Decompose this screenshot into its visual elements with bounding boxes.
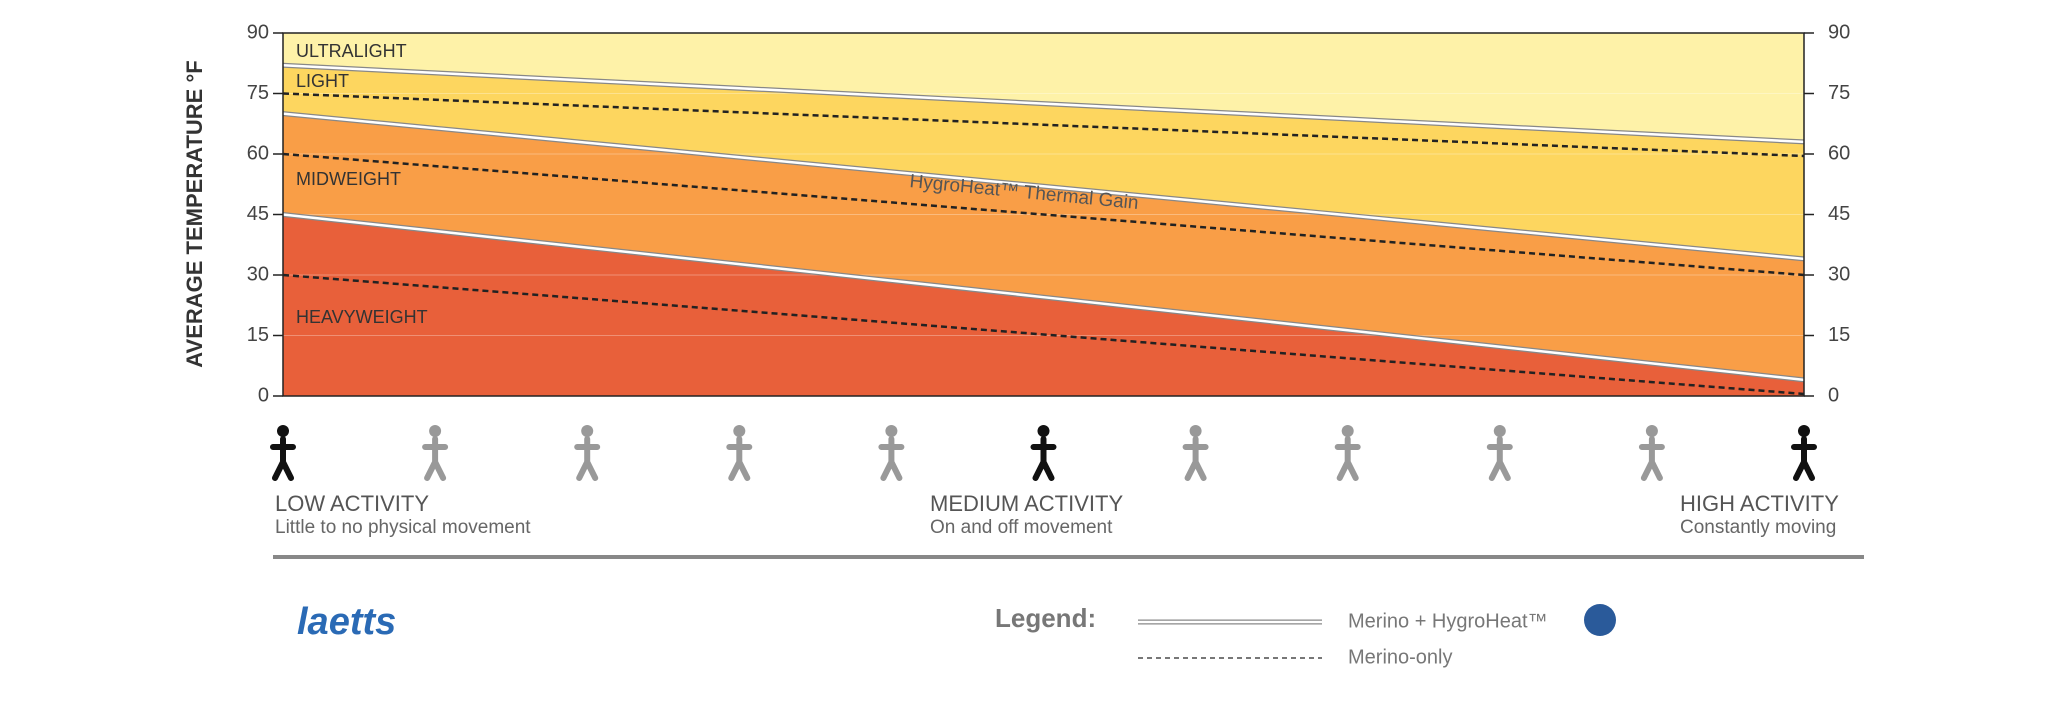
icon-body	[1182, 436, 1209, 481]
dashed-line	[282, 273, 1805, 396]
icon-body	[1486, 436, 1513, 481]
y2-tick-label: 15	[1828, 324, 1850, 346]
dashed-line	[282, 92, 1805, 158]
y-tick-label: 0	[258, 384, 269, 406]
legend-label: Merino + HygroHeat™	[1348, 610, 1548, 632]
band-label: ULTRALIGHT	[296, 41, 407, 61]
icon-head	[733, 425, 746, 437]
y-axis-label: AVERAGE TEMPERATURE °F	[182, 60, 207, 367]
double-line-inner	[282, 112, 1805, 261]
icon-head	[1493, 425, 1506, 437]
band-label: LIGHT	[296, 71, 349, 91]
y-tick-label: 15	[247, 324, 269, 346]
dashed-line	[282, 152, 1805, 277]
activity-title: LOW ACTIVITY	[275, 491, 429, 516]
y2-tick-label: 90	[1828, 21, 1850, 43]
band-label: HEAVYWEIGHT	[296, 307, 428, 327]
activity-subtitle: Little to no physical movement	[275, 517, 531, 538]
icon-head	[277, 425, 289, 437]
y2-tick-label: 30	[1828, 263, 1850, 285]
activity-icon	[1182, 425, 1209, 481]
band-fill	[283, 214, 1804, 396]
activity-icon	[1334, 425, 1361, 481]
hygroheat-icon	[1584, 604, 1616, 636]
band-label: MIDWEIGHT	[296, 169, 401, 189]
y2-tick-label: 45	[1828, 203, 1850, 225]
y-tick-label: 90	[247, 21, 269, 43]
activity-icon	[1791, 425, 1817, 481]
activity-title: HIGH ACTIVITY	[1680, 491, 1839, 516]
icon-body	[270, 436, 296, 481]
y2-tick-label: 60	[1828, 142, 1850, 164]
band-fill	[283, 113, 1804, 380]
icon-head	[581, 425, 594, 437]
y2-tick-label: 75	[1828, 82, 1850, 104]
icon-head	[429, 425, 442, 437]
legend-title: Legend:	[995, 603, 1096, 633]
y2-tick-label: 0	[1828, 384, 1839, 406]
y-tick-label: 60	[247, 142, 269, 164]
icon-body	[1030, 436, 1057, 481]
icon-body	[422, 436, 449, 481]
logo: laetts	[297, 601, 396, 643]
icon-body	[1791, 436, 1817, 481]
activity-title: MEDIUM ACTIVITY	[930, 491, 1123, 516]
icon-body	[726, 436, 753, 481]
icon-head	[1037, 425, 1050, 437]
activity-icon	[422, 425, 449, 481]
icon-head	[1189, 425, 1202, 437]
legend-label: Merino-only	[1348, 646, 1452, 668]
activity-icon	[574, 425, 601, 481]
activity-icon	[270, 425, 296, 481]
activity-icon	[1638, 425, 1665, 481]
icon-body	[1638, 436, 1665, 481]
icon-head	[1341, 425, 1354, 437]
icon-head	[1798, 425, 1810, 437]
y-tick-label: 45	[247, 203, 269, 225]
activity-subtitle: Constantly moving	[1680, 517, 1836, 538]
icon-body	[1334, 436, 1361, 481]
icon-head	[885, 425, 898, 437]
y-tick-label: 30	[247, 263, 269, 285]
activity-icon	[726, 425, 753, 481]
icon-body	[878, 436, 905, 481]
band-fill	[283, 33, 1804, 142]
double-line-inner	[282, 213, 1805, 382]
double-line-inner	[282, 64, 1805, 144]
activity-icon	[1030, 425, 1057, 481]
activity-icon	[1486, 425, 1513, 481]
icon-head	[1645, 425, 1658, 437]
band-fill	[283, 65, 1804, 259]
y-tick-label: 75	[247, 82, 269, 104]
activity-icon	[878, 425, 905, 481]
activity-subtitle: On and off movement	[930, 517, 1113, 538]
icon-body	[574, 436, 601, 481]
